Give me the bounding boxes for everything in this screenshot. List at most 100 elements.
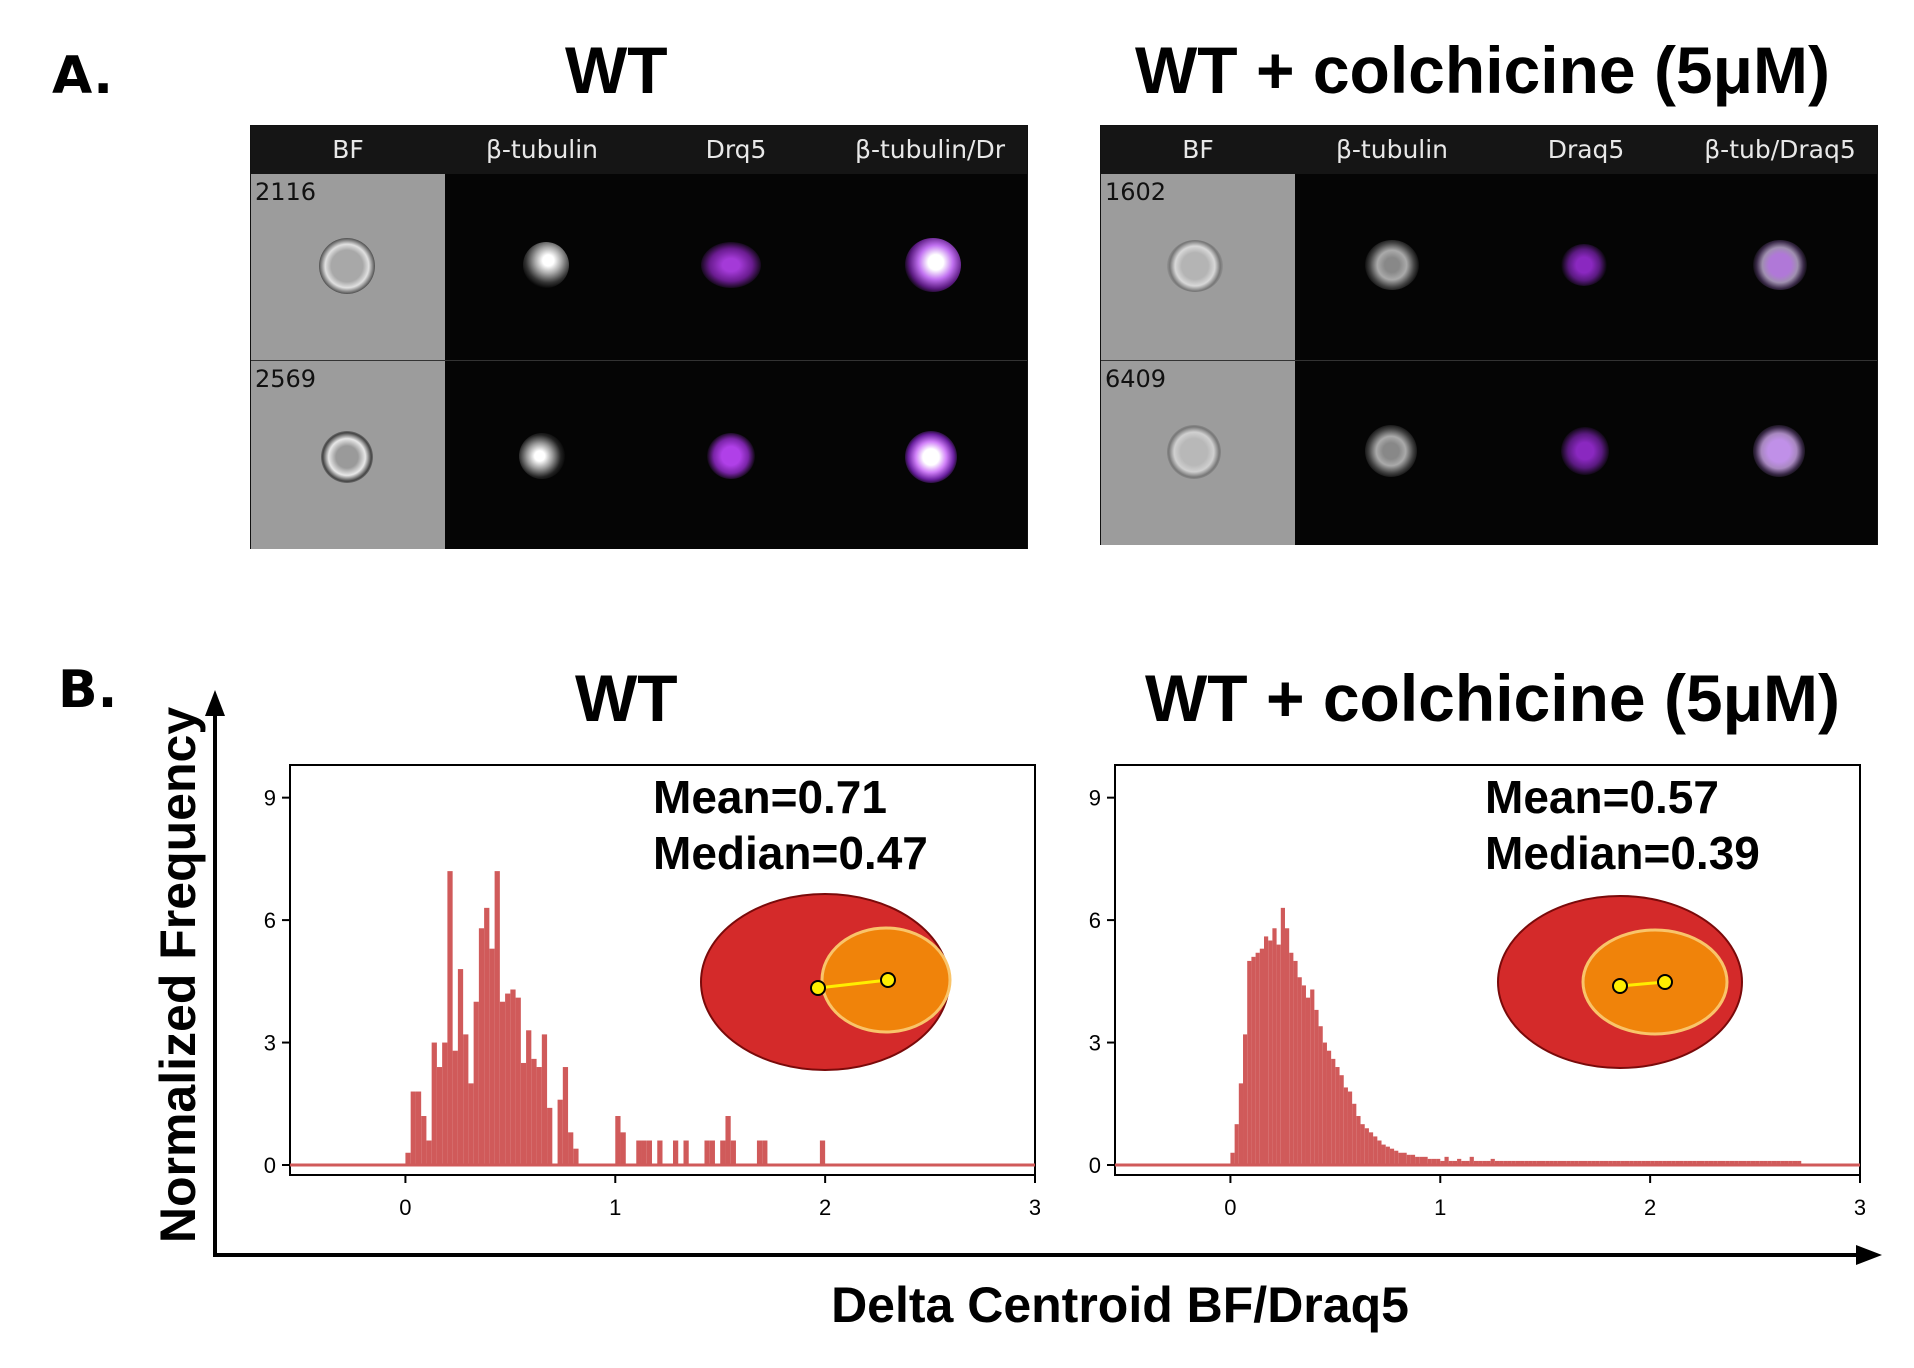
histogram-bar: [1713, 1160, 1718, 1165]
histogram-bar: [1616, 1160, 1621, 1165]
histogram-bar: [489, 948, 495, 1165]
histogram-bar: [1431, 1158, 1437, 1165]
histogram-bar: [1419, 1156, 1424, 1165]
bf-cell-image: [321, 431, 373, 483]
histogram-bar: [1347, 1091, 1353, 1165]
histogram-bar: [1675, 1160, 1680, 1165]
draq5-centroid-dot: [1657, 974, 1673, 990]
wt-cell-merge-2: [833, 361, 1027, 549]
histogram-bar: [1637, 1160, 1642, 1165]
wt-mean-stat: Mean=0.71: [653, 771, 887, 823]
histogram-bar: [520, 1062, 527, 1165]
histogram-bar: [725, 1116, 731, 1165]
histogram-bar: [1276, 944, 1281, 1165]
histogram-bar: [1599, 1160, 1604, 1165]
histogram-bar: [573, 1148, 579, 1165]
histogram-bar: [426, 1140, 432, 1165]
histogram-bar: [1364, 1128, 1369, 1165]
histogram-bar: [1776, 1160, 1781, 1165]
histogram-bar: [730, 1140, 736, 1165]
histogram-bar: [1792, 1160, 1798, 1165]
draq5-cell-image: [701, 242, 761, 288]
histogram-bar: [1662, 1160, 1667, 1165]
histogram-bar: [541, 1034, 548, 1165]
histogram-bar: [709, 1140, 715, 1165]
colchicine-cell-id-2: 6409: [1105, 365, 1167, 393]
histogram-bar: [1373, 1136, 1378, 1165]
histogram-bar: [1326, 1050, 1332, 1165]
y-tick-label: 3: [1089, 1031, 1101, 1056]
wt-col-bf: BF: [332, 135, 364, 164]
colchicine-cell-draq5-2: [1489, 361, 1683, 545]
histogram-bar: [1444, 1156, 1449, 1165]
histogram-bar: [1759, 1160, 1764, 1165]
wt-cell-id-2: 2569: [255, 365, 317, 393]
histogram-bar: [1457, 1158, 1462, 1165]
histogram-bar: [1746, 1160, 1751, 1165]
histogram-bar: [447, 871, 453, 1165]
wt-cell-drq5-1: [639, 174, 833, 360]
histogram-colchicine: 0 3 6 9 0 1 2 3: [1089, 764, 1865, 1220]
histogram-bar: [1427, 1158, 1432, 1165]
wt-cell-tubulin-2: [445, 361, 639, 549]
colchicine-row-1: 1602: [1101, 174, 1877, 361]
colchicine-cell-bf-2: 6409: [1101, 361, 1295, 545]
histogram-bar: [1251, 956, 1256, 1165]
panel-a-letter: A.: [52, 46, 113, 106]
histogram-bar: [1562, 1160, 1567, 1165]
histogram-bar: [1524, 1160, 1529, 1165]
histogram-bar: [683, 1140, 689, 1165]
histogram-bar: [452, 1050, 458, 1165]
histogram-bar: [657, 1140, 663, 1165]
histogram-bar: [1738, 1160, 1743, 1165]
histogram-bar: [1641, 1160, 1646, 1165]
histogram-bar: [1591, 1160, 1596, 1165]
histogram-bar: [1734, 1160, 1739, 1165]
y-tick-label: 3: [264, 1031, 276, 1056]
colchicine-cell-draq5-1: [1489, 174, 1683, 360]
wt-cell-drq5-2: [639, 361, 833, 549]
histogram-bar: [1578, 1160, 1583, 1165]
histogram-bar: [1289, 952, 1294, 1165]
histogram-bar: [484, 907, 490, 1165]
histogram-bar: [720, 1140, 726, 1165]
colchicine-row-2: 6409: [1101, 361, 1877, 545]
histogram-bar: [1725, 1160, 1730, 1165]
histogram-bar: [1356, 1116, 1361, 1165]
histogram-bar: [1322, 1042, 1327, 1165]
histogram-bar: [1624, 1160, 1630, 1165]
histogram-bar: [1658, 1160, 1663, 1165]
histogram-bar: [499, 1001, 506, 1165]
wt-cell-id-1: 2116: [255, 178, 317, 206]
histogram-bar: [1797, 1160, 1802, 1165]
histogram-bar: [436, 1067, 443, 1165]
wt-cell-merge-1: [833, 174, 1027, 360]
histogram-bar: [410, 1091, 416, 1165]
histogram-bar: [1377, 1140, 1382, 1165]
histogram-bar: [1520, 1160, 1525, 1165]
histogram-bar: [1763, 1160, 1768, 1165]
histogram-bar: [547, 1107, 553, 1165]
colchicine-image-grid: BF β-tubulin Draq5 β-tub/Draq5 1602 6409: [1100, 125, 1878, 545]
histogram-bar: [1478, 1160, 1483, 1165]
y-axis-label: Normalized Frequency: [150, 706, 206, 1244]
histogram-bar: [1259, 948, 1264, 1165]
histogram-bar: [1415, 1156, 1420, 1165]
histogram-bar: [421, 1116, 427, 1165]
x-tick-label: 0: [399, 1195, 411, 1220]
histogram-bar: [1318, 1026, 1323, 1165]
histogram-bar: [1234, 1124, 1239, 1165]
histogram-bar: [457, 969, 464, 1165]
histogram-bar: [531, 1058, 537, 1165]
bf-cell-image: [1167, 425, 1221, 479]
outer-y-axis-arrow: [205, 690, 225, 716]
wt-median-stat: Median=0.47: [653, 827, 928, 879]
merge-cell-image: [905, 431, 957, 483]
histogram-bar: [1650, 1160, 1655, 1165]
histogram-bar: [1654, 1160, 1659, 1165]
histogram-bar: [1700, 1160, 1705, 1165]
merge-cell-image: [1753, 240, 1807, 290]
wt-cell-bf-2: 2569: [251, 361, 445, 549]
tubulin-cell-image: [519, 433, 565, 479]
histogram-bar: [1448, 1160, 1453, 1165]
